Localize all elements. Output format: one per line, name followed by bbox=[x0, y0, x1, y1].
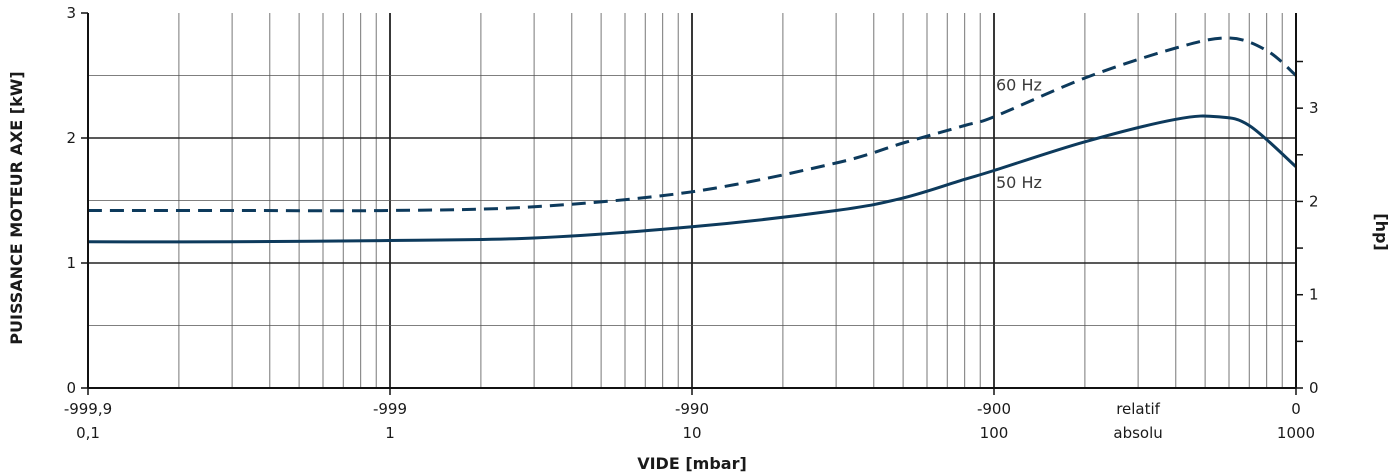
y2-tick-label: 1 bbox=[1309, 286, 1319, 304]
y2-axis-title: [hp] bbox=[1372, 213, 1391, 250]
x-axis-title: VIDE [mbar] bbox=[637, 454, 747, 473]
x-row-label-absolute: absolu bbox=[1113, 424, 1162, 442]
y-tick-label: 2 bbox=[66, 129, 76, 147]
y-tick-label: 3 bbox=[66, 4, 76, 22]
series-layer bbox=[87, 36, 1297, 244]
y2-tick-label: 3 bbox=[1309, 99, 1319, 117]
y-axis-title: PUISSANCE MOTEUR AXE [kW] bbox=[7, 71, 26, 344]
y-tick-label: 0 bbox=[66, 379, 76, 397]
x-tick-label-relative: -999,9 bbox=[64, 400, 112, 418]
x-tick-label-absolute: 10 bbox=[682, 424, 701, 442]
x-tick-label-absolute: 100 bbox=[980, 424, 1009, 442]
grid bbox=[88, 13, 1296, 388]
x-tick-label-relative: -999 bbox=[373, 400, 407, 418]
curve-annotation: 60 Hz bbox=[996, 76, 1042, 95]
plot-frame bbox=[81, 12, 1303, 395]
x-tick-label-relative: -900 bbox=[977, 400, 1011, 418]
y-tick-label: 1 bbox=[66, 254, 76, 272]
x-tick-label-relative: -990 bbox=[675, 400, 709, 418]
x-tick-label-absolute: 1000 bbox=[1277, 424, 1315, 442]
x-tick-label-absolute: 0,1 bbox=[76, 424, 100, 442]
labels: VIDE [mbar] PUISSANCE MOTEUR AXE [kW] [h… bbox=[7, 4, 1391, 473]
x-row-label-relative: relatif bbox=[1116, 400, 1160, 418]
x-tick-label-absolute: 1 bbox=[385, 424, 395, 442]
x-tick-label-relative: 0 bbox=[1291, 400, 1301, 418]
y2-tick-label: 0 bbox=[1309, 379, 1319, 397]
y2-tick-label: 2 bbox=[1309, 192, 1319, 210]
series-line-60-hz bbox=[87, 36, 1297, 213]
series-line-50-hz bbox=[87, 114, 1297, 244]
curve-annotation: 50 Hz bbox=[996, 173, 1042, 192]
